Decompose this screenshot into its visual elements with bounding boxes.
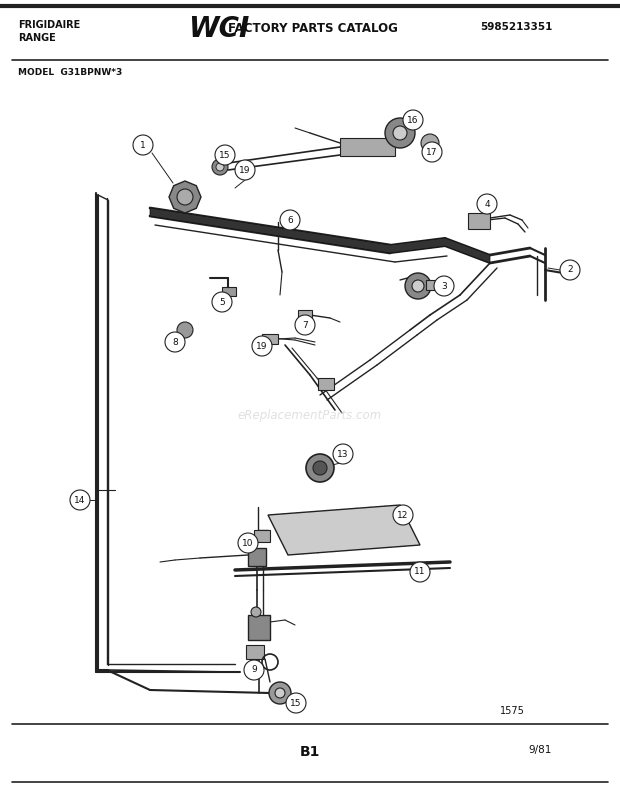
Circle shape — [385, 118, 415, 148]
Text: FRIGIDAIRE: FRIGIDAIRE — [18, 20, 80, 30]
Circle shape — [177, 189, 193, 205]
Circle shape — [477, 194, 497, 214]
Text: 2: 2 — [567, 266, 573, 275]
Circle shape — [313, 461, 327, 475]
Text: 4: 4 — [484, 200, 490, 208]
Bar — [248, 615, 270, 640]
Polygon shape — [150, 208, 490, 263]
Bar — [298, 310, 312, 318]
Text: WCI: WCI — [188, 15, 249, 43]
Bar — [246, 645, 264, 659]
Text: 17: 17 — [427, 148, 438, 156]
Text: 15: 15 — [290, 698, 302, 708]
Circle shape — [133, 135, 153, 155]
Circle shape — [212, 159, 228, 175]
Circle shape — [286, 693, 306, 713]
Text: 3: 3 — [441, 282, 447, 290]
Text: 1575: 1575 — [500, 706, 525, 716]
Text: FACTORY PARTS CATALOG: FACTORY PARTS CATALOG — [228, 22, 398, 35]
Text: 16: 16 — [407, 115, 419, 125]
Circle shape — [177, 322, 193, 338]
Text: 1: 1 — [140, 140, 146, 149]
Text: 7: 7 — [302, 320, 308, 330]
Circle shape — [216, 163, 224, 171]
Text: B1: B1 — [300, 745, 320, 759]
Circle shape — [393, 126, 407, 140]
Bar — [262, 334, 278, 344]
Text: 9/81: 9/81 — [528, 745, 552, 755]
Bar — [318, 378, 334, 390]
Bar — [248, 548, 266, 566]
Circle shape — [244, 660, 264, 680]
Bar — [468, 213, 490, 229]
Polygon shape — [268, 505, 420, 555]
Circle shape — [70, 490, 90, 510]
Text: 8: 8 — [172, 338, 178, 346]
Circle shape — [165, 332, 185, 352]
Text: 6: 6 — [287, 215, 293, 225]
Text: 9: 9 — [251, 665, 257, 675]
Circle shape — [212, 292, 232, 312]
Circle shape — [410, 562, 430, 582]
Bar — [254, 530, 270, 542]
Text: 5: 5 — [219, 297, 225, 306]
Bar — [222, 287, 236, 296]
Text: MODEL  G31BPNW*3: MODEL G31BPNW*3 — [18, 68, 122, 77]
Text: 19: 19 — [239, 166, 250, 174]
Circle shape — [412, 280, 424, 292]
Text: 14: 14 — [74, 495, 86, 504]
Text: 5985213351: 5985213351 — [480, 22, 552, 32]
Circle shape — [269, 682, 291, 704]
Circle shape — [215, 145, 235, 165]
Circle shape — [422, 142, 442, 162]
Circle shape — [252, 336, 272, 356]
Text: 12: 12 — [397, 510, 409, 519]
Circle shape — [275, 688, 285, 698]
Circle shape — [333, 444, 353, 464]
Circle shape — [235, 160, 255, 180]
Text: 10: 10 — [242, 539, 254, 548]
Circle shape — [403, 110, 423, 130]
Circle shape — [295, 315, 315, 335]
Circle shape — [306, 454, 334, 482]
Bar — [426, 280, 444, 290]
Bar — [340, 138, 395, 156]
Text: 11: 11 — [414, 567, 426, 577]
Polygon shape — [169, 181, 201, 213]
Circle shape — [560, 260, 580, 280]
Text: 19: 19 — [256, 342, 268, 350]
Circle shape — [421, 134, 439, 152]
Text: 15: 15 — [219, 151, 231, 159]
Circle shape — [280, 210, 300, 230]
Circle shape — [238, 533, 258, 553]
Text: 13: 13 — [337, 450, 348, 458]
Text: RANGE: RANGE — [18, 33, 56, 43]
Circle shape — [405, 273, 431, 299]
Circle shape — [393, 505, 413, 525]
Text: eReplacementParts.com: eReplacementParts.com — [238, 409, 382, 421]
Circle shape — [251, 607, 261, 617]
Circle shape — [434, 276, 454, 296]
